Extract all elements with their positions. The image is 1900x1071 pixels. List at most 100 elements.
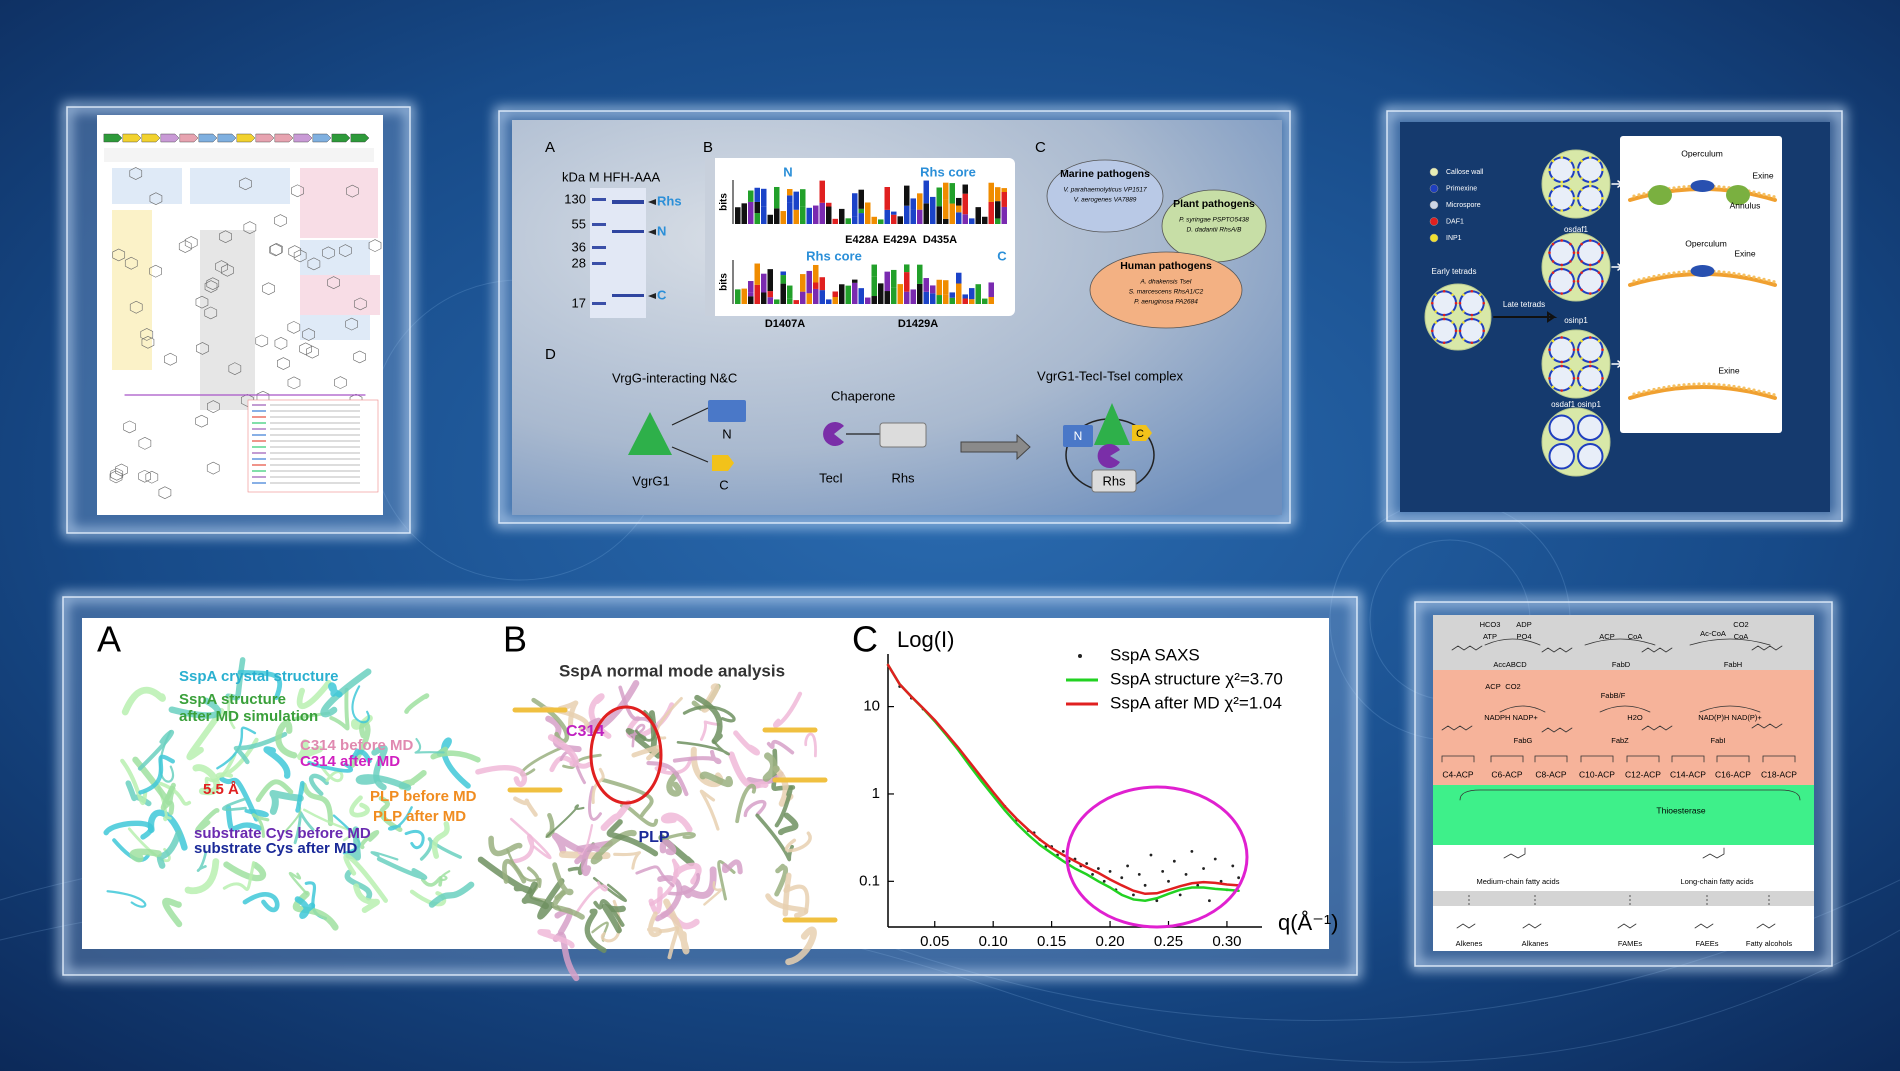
exine-granule (1737, 272, 1741, 276)
logo-letter (910, 289, 916, 304)
arrow (1493, 311, 1558, 323)
chain: C4-ACP (1442, 769, 1474, 779)
data-point (1143, 883, 1147, 887)
logo-letter (930, 201, 936, 224)
ribbon (772, 691, 803, 728)
molecule (138, 436, 152, 450)
logo-letter (826, 299, 832, 304)
protein-dot (1560, 239, 1564, 242)
ribbon (269, 789, 304, 815)
logo-letter (956, 283, 962, 304)
axis-label: bits (719, 193, 730, 211)
protein-dot (1569, 205, 1572, 209)
logo-letter (956, 212, 962, 224)
gel (590, 188, 646, 318)
logo-letter (793, 191, 799, 210)
molecule (178, 240, 192, 253)
protein-dot (1588, 209, 1592, 212)
ribbon (419, 837, 462, 861)
gene-arrow (274, 133, 294, 143)
protein-dot (1451, 321, 1454, 324)
logo-letter (748, 201, 754, 224)
logo-letter (943, 182, 949, 200)
legend-dot (1429, 167, 1439, 177)
protein-dot (1597, 271, 1601, 274)
gene-arrow (312, 133, 332, 143)
ribbon (328, 682, 343, 698)
operculum (1690, 265, 1715, 277)
logo-letter (949, 183, 955, 204)
logo-letter (787, 285, 793, 299)
logo-letter (761, 188, 767, 207)
ribbon (275, 720, 298, 759)
data-point (1213, 857, 1217, 861)
molecule (345, 317, 358, 331)
logo-letter (904, 205, 910, 224)
molecule (277, 357, 290, 370)
molecule (1541, 647, 1573, 653)
logo-label: N (783, 164, 792, 179)
logo-letter (988, 182, 994, 202)
exine-granule (1662, 273, 1666, 277)
pathway-box (112, 168, 182, 204)
gene-arrow (122, 133, 142, 143)
exine-granule (1717, 185, 1721, 189)
protein-dot (1572, 251, 1576, 255)
molecule (1441, 725, 1473, 731)
logo-letter (748, 296, 754, 304)
arrow (1584, 638, 1656, 646)
gel-marker: 130 (564, 191, 586, 206)
ribbon (600, 799, 632, 831)
protein-dot (1569, 339, 1572, 343)
molecule (274, 214, 287, 227)
ribbon (184, 858, 220, 895)
structure-label: SspA crystal structure (179, 668, 339, 685)
molecule (141, 335, 155, 349)
logo-letter (936, 187, 942, 207)
ribbon (353, 883, 380, 913)
protein-dot (1548, 348, 1551, 352)
species: S. marcescens RhsA1/C2 (1129, 289, 1204, 296)
exine-granule (1642, 390, 1646, 394)
exine-granule (1657, 386, 1661, 391)
protein-dot (1588, 263, 1592, 267)
pathway-box (300, 168, 378, 238)
legend-marker (1078, 654, 1082, 658)
x-tick-label: 0.20 (1095, 933, 1124, 950)
logo-letter (774, 299, 780, 304)
protein-dot (1576, 168, 1580, 172)
logo-letter (754, 213, 760, 224)
gel-marker: 55 (572, 216, 586, 231)
protein-dot (1601, 348, 1604, 352)
molecule (322, 246, 335, 260)
ribbon (552, 931, 580, 982)
ribbon (666, 771, 682, 797)
ribbon (255, 779, 294, 803)
ribbon (371, 745, 388, 791)
logo-letter (949, 297, 955, 304)
molecule (129, 300, 143, 314)
ribbon (301, 782, 334, 827)
bracket (1441, 755, 1475, 763)
logo-letter (800, 291, 806, 304)
molecule (293, 249, 307, 263)
exine-granule (1732, 271, 1736, 276)
ribbon (475, 765, 528, 787)
protein-dot (1551, 288, 1555, 292)
exine-granule (1742, 386, 1746, 390)
teci (823, 422, 844, 446)
microspore (1548, 414, 1575, 441)
logo-letter (930, 196, 936, 202)
protein-dot (1576, 196, 1580, 200)
ribbon (735, 783, 757, 824)
logo-letter (917, 264, 923, 284)
protein-dot (1454, 329, 1458, 333)
gel-band (592, 262, 606, 265)
pathogen-ellipse (1089, 251, 1243, 329)
arrow (1499, 705, 1546, 713)
ribbon (782, 872, 792, 917)
ribbon (551, 889, 585, 920)
gene-legend (104, 148, 374, 162)
ribbon (295, 780, 305, 813)
exine-granule (1652, 274, 1656, 279)
